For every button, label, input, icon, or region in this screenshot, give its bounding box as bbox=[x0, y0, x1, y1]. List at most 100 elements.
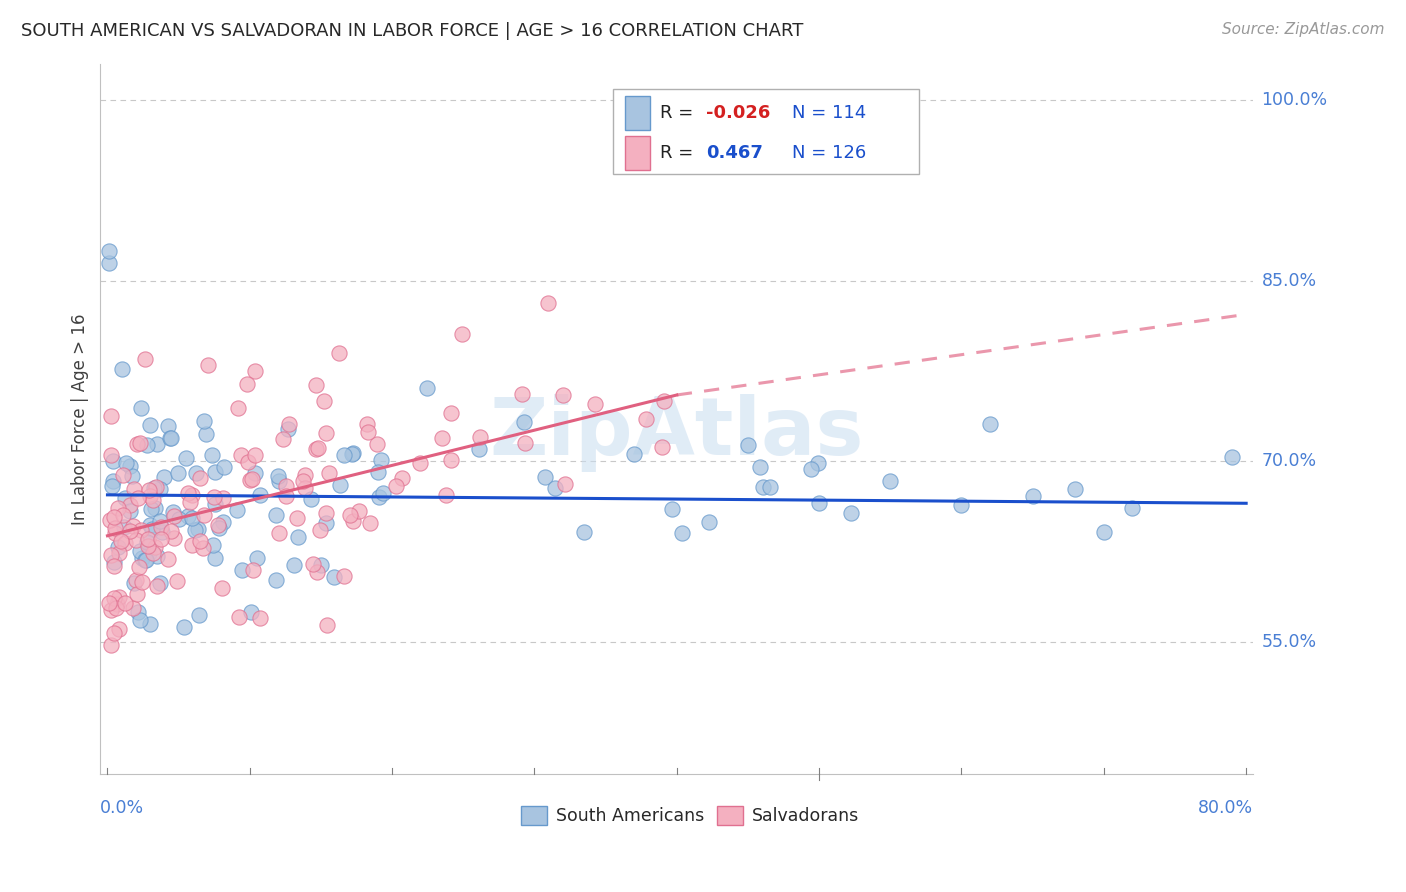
Point bbox=[207, 517, 229, 532]
Point bbox=[98, 255, 121, 269]
Point bbox=[163, 509, 186, 524]
Point bbox=[264, 508, 287, 523]
Point bbox=[211, 491, 233, 505]
Point bbox=[149, 514, 172, 528]
Point bbox=[368, 490, 391, 504]
Point bbox=[267, 475, 290, 489]
Point bbox=[145, 501, 167, 516]
Point bbox=[187, 522, 209, 536]
Point bbox=[274, 489, 297, 503]
Point bbox=[174, 451, 197, 466]
Point bbox=[98, 513, 121, 527]
Point bbox=[367, 465, 389, 479]
Point bbox=[231, 563, 253, 577]
Point bbox=[129, 436, 152, 450]
Point bbox=[342, 445, 364, 459]
Point bbox=[226, 503, 249, 517]
Point bbox=[623, 447, 645, 461]
Point bbox=[202, 490, 225, 504]
Point bbox=[574, 524, 596, 539]
Point bbox=[135, 438, 157, 452]
Point bbox=[142, 546, 165, 560]
Point bbox=[204, 550, 226, 565]
Point bbox=[177, 509, 200, 524]
Point bbox=[309, 523, 332, 537]
Point bbox=[240, 472, 263, 486]
Point bbox=[101, 475, 124, 489]
Point bbox=[468, 430, 491, 444]
Point bbox=[167, 466, 190, 480]
Text: Salvadorans: Salvadorans bbox=[752, 806, 859, 825]
Point bbox=[316, 618, 339, 632]
Point bbox=[430, 431, 453, 445]
Point bbox=[228, 609, 250, 624]
Point bbox=[121, 518, 143, 533]
Bar bbox=[624, 136, 651, 169]
Point bbox=[179, 495, 201, 509]
Point bbox=[115, 456, 138, 470]
Point bbox=[534, 470, 557, 484]
Point bbox=[513, 415, 536, 429]
Point bbox=[156, 552, 179, 566]
Point bbox=[243, 448, 266, 462]
Point bbox=[409, 456, 432, 470]
Point bbox=[160, 524, 183, 539]
Point bbox=[323, 570, 346, 584]
Point bbox=[141, 522, 163, 536]
Point bbox=[1220, 450, 1243, 464]
Point bbox=[125, 533, 148, 547]
Point bbox=[807, 456, 830, 470]
Point bbox=[141, 502, 163, 516]
Point bbox=[139, 490, 162, 504]
Point bbox=[129, 613, 152, 627]
Point bbox=[356, 425, 378, 440]
Point bbox=[277, 422, 299, 436]
Point bbox=[141, 492, 163, 507]
Text: -0.026: -0.026 bbox=[706, 103, 770, 122]
Point bbox=[139, 517, 162, 532]
Point bbox=[120, 504, 142, 518]
Point bbox=[131, 551, 153, 566]
Point bbox=[149, 519, 172, 533]
Point bbox=[97, 596, 120, 610]
Point bbox=[274, 479, 297, 493]
Bar bbox=[624, 95, 651, 130]
Point bbox=[146, 437, 169, 451]
Point bbox=[107, 546, 129, 560]
Point bbox=[305, 565, 328, 579]
Point bbox=[180, 488, 202, 502]
Point bbox=[122, 482, 145, 496]
Point bbox=[308, 441, 330, 455]
Point bbox=[264, 573, 287, 587]
Point bbox=[373, 486, 395, 500]
Point bbox=[440, 406, 463, 420]
Point bbox=[105, 597, 128, 611]
Point bbox=[120, 524, 142, 538]
Point bbox=[97, 244, 120, 258]
Point bbox=[314, 394, 336, 409]
Point bbox=[226, 401, 249, 415]
Text: South Americans: South Americans bbox=[555, 806, 704, 825]
Point bbox=[212, 460, 235, 475]
Point bbox=[249, 610, 271, 624]
Text: 85.0%: 85.0% bbox=[1261, 272, 1317, 290]
Point bbox=[839, 506, 862, 520]
Point bbox=[305, 377, 328, 392]
Point bbox=[391, 471, 413, 485]
Point bbox=[212, 515, 235, 529]
Point bbox=[100, 549, 122, 563]
Point bbox=[328, 346, 350, 360]
Point bbox=[143, 540, 166, 554]
Point bbox=[385, 479, 408, 493]
Point bbox=[808, 496, 831, 510]
Point bbox=[751, 480, 773, 494]
Point bbox=[134, 553, 156, 567]
Point bbox=[294, 468, 316, 483]
Point bbox=[299, 492, 322, 507]
Point bbox=[339, 508, 361, 522]
Point bbox=[239, 473, 262, 487]
Point bbox=[671, 525, 693, 540]
Point bbox=[661, 501, 683, 516]
Point bbox=[451, 326, 474, 341]
Point bbox=[315, 506, 337, 520]
